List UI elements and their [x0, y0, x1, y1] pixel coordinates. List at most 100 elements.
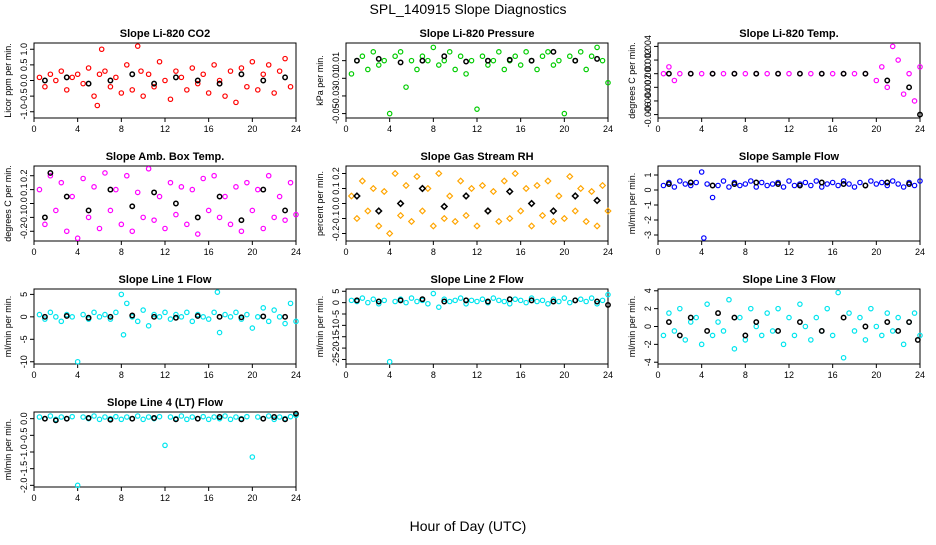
y-tick-label: 0.0 [331, 197, 341, 210]
plot-frame [33, 288, 297, 365]
primary-point [381, 57, 388, 64]
primary-point [544, 177, 552, 185]
y-tick-label: -5 [331, 310, 341, 318]
primary-point [254, 87, 261, 93]
highlight-point [884, 77, 891, 84]
primary-point [429, 222, 437, 230]
primary-point [113, 74, 119, 81]
x-tick-label: 24 [915, 247, 925, 257]
primary-point [693, 179, 700, 186]
primary-point [490, 57, 497, 64]
primary-point [824, 305, 831, 312]
primary-point [889, 328, 896, 334]
highlight-point [129, 71, 136, 78]
primary-point [140, 93, 146, 99]
highlight-point [52, 417, 59, 424]
primary-point [549, 217, 558, 226]
primary-point [522, 184, 530, 193]
primary-point [42, 316, 48, 322]
x-tick-label: 24 [915, 370, 925, 380]
primary-point [501, 66, 508, 73]
primary-point [96, 416, 103, 423]
x-tick-label: 12 [784, 124, 794, 134]
primary-point [764, 310, 770, 316]
highlight-point [216, 80, 223, 87]
primary-point [660, 332, 667, 339]
primary-point [786, 314, 792, 321]
primary-point [244, 311, 250, 318]
highlight-point [194, 415, 201, 422]
primary-point [178, 184, 185, 190]
highlight-point [172, 74, 179, 81]
x-tick-label: 24 [603, 247, 613, 257]
primary-point [145, 165, 152, 172]
x-tick-label: 20 [871, 247, 881, 257]
y-tick-label: 0.1 [19, 183, 29, 196]
highlight-point [605, 301, 611, 308]
x-tick-label: 0 [343, 124, 348, 134]
y-tick-label: -0.1 [331, 211, 341, 227]
primary-point [545, 300, 551, 307]
primary-point [194, 80, 201, 87]
highlight-point [594, 298, 601, 305]
highlight-point [715, 310, 721, 317]
x-tick-label: 24 [291, 247, 301, 257]
y-tick-label: 0.000 [643, 62, 653, 85]
x-tick-label: 20 [247, 370, 257, 380]
primary-point [118, 90, 125, 96]
primary-point [512, 296, 519, 303]
y-tick-label: 1.0 [19, 43, 29, 56]
highlight-point [282, 416, 289, 423]
highlight-point [463, 58, 470, 65]
primary-point [457, 53, 464, 60]
primary-point [370, 49, 377, 55]
primary-point [96, 314, 103, 320]
primary-point [173, 211, 179, 218]
primary-point [583, 66, 589, 73]
primary-point [265, 172, 272, 179]
primary-point [545, 49, 551, 55]
primary-point [550, 62, 557, 68]
primary-point [446, 192, 454, 200]
primary-point [720, 328, 727, 334]
figure-title: SPL_140915 Slope Diagnostics [370, 1, 567, 17]
highlight-point [840, 181, 847, 187]
x-tick-label: 16 [516, 247, 526, 257]
y-tick-label: 0.5 [19, 59, 29, 72]
primary-point [829, 70, 836, 77]
x-tick-label: 24 [291, 370, 301, 380]
highlight-point [375, 55, 382, 62]
primary-point [359, 53, 366, 60]
primary-point [791, 182, 798, 189]
primary-point [873, 77, 880, 84]
primary-point [396, 211, 405, 220]
primary-point [151, 83, 157, 90]
highlight-point [41, 214, 48, 221]
panel-title: Slope Gas Stream RH [420, 151, 533, 163]
highlight-point [85, 314, 92, 321]
primary-point [878, 64, 885, 70]
highlight-point [397, 297, 404, 304]
primary-point [58, 318, 65, 325]
primary-point [178, 314, 185, 320]
highlight-point [463, 297, 470, 304]
primary-point [556, 298, 562, 305]
primary-point [452, 297, 458, 304]
primary-point [900, 184, 907, 190]
highlight-point [194, 214, 201, 221]
highlight-point [216, 414, 223, 420]
primary-point [731, 346, 738, 352]
primary-point [134, 413, 141, 419]
highlight-point [282, 207, 289, 214]
x-tick-label: 8 [743, 370, 748, 380]
highlight-point [63, 74, 70, 81]
highlight-point [172, 200, 179, 207]
highlight-point [85, 80, 92, 87]
primary-point [102, 311, 108, 318]
primary-point [594, 44, 600, 51]
primary-point [726, 296, 732, 303]
highlight-point [441, 53, 448, 60]
primary-point [120, 332, 127, 338]
primary-point [238, 228, 245, 235]
panel-title: Slope Li-820 CO2 [120, 28, 210, 40]
